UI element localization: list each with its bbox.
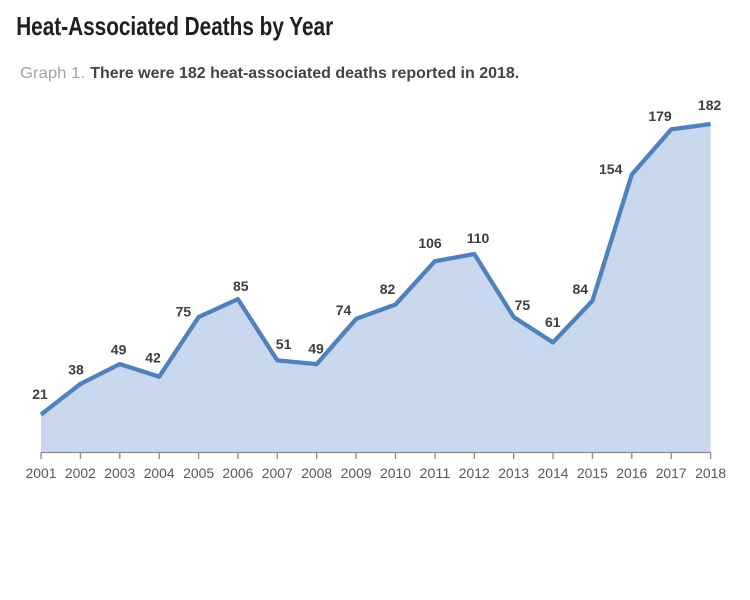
svg-text:2008: 2008 — [301, 465, 332, 481]
svg-text:51: 51 — [276, 336, 292, 352]
svg-text:2010: 2010 — [380, 465, 411, 481]
svg-text:2014: 2014 — [538, 465, 569, 481]
svg-text:106: 106 — [418, 235, 442, 251]
svg-text:There were 182 heat-associated: There were 182 heat-associated deaths re… — [90, 65, 519, 82]
svg-text:110: 110 — [467, 230, 490, 246]
svg-text:75: 75 — [176, 303, 192, 319]
svg-text:154: 154 — [599, 161, 623, 177]
svg-text:2004: 2004 — [144, 465, 175, 481]
svg-text:Graph 1.: Graph 1. — [20, 65, 85, 82]
svg-text:179: 179 — [648, 108, 672, 124]
svg-text:61: 61 — [545, 314, 561, 330]
svg-text:2011: 2011 — [419, 465, 450, 481]
svg-text:38: 38 — [68, 361, 84, 377]
svg-text:2017: 2017 — [656, 465, 687, 481]
svg-text:21: 21 — [32, 386, 48, 402]
svg-text:2007: 2007 — [262, 465, 293, 481]
svg-text:82: 82 — [380, 281, 396, 297]
svg-text:2003: 2003 — [104, 465, 135, 481]
svg-text:49: 49 — [111, 342, 127, 358]
svg-text:85: 85 — [233, 278, 249, 294]
svg-text:2006: 2006 — [222, 465, 253, 481]
svg-text:2002: 2002 — [65, 465, 96, 481]
svg-text:42: 42 — [145, 350, 161, 366]
svg-text:2009: 2009 — [341, 465, 372, 481]
svg-text:2001: 2001 — [26, 465, 57, 481]
svg-text:2012: 2012 — [459, 465, 490, 481]
svg-text:182: 182 — [698, 97, 722, 113]
svg-text:2016: 2016 — [616, 465, 647, 481]
svg-text:2015: 2015 — [577, 465, 608, 481]
svg-text:2013: 2013 — [498, 465, 529, 481]
svg-text:49: 49 — [308, 341, 324, 357]
svg-text:2018: 2018 — [695, 465, 726, 481]
svg-text:Heat-Associated Deaths by Year: Heat-Associated Deaths by Year — [16, 11, 333, 41]
svg-text:75: 75 — [515, 297, 531, 313]
svg-text:74: 74 — [336, 302, 352, 318]
svg-text:84: 84 — [573, 281, 589, 297]
svg-text:2005: 2005 — [183, 465, 214, 481]
